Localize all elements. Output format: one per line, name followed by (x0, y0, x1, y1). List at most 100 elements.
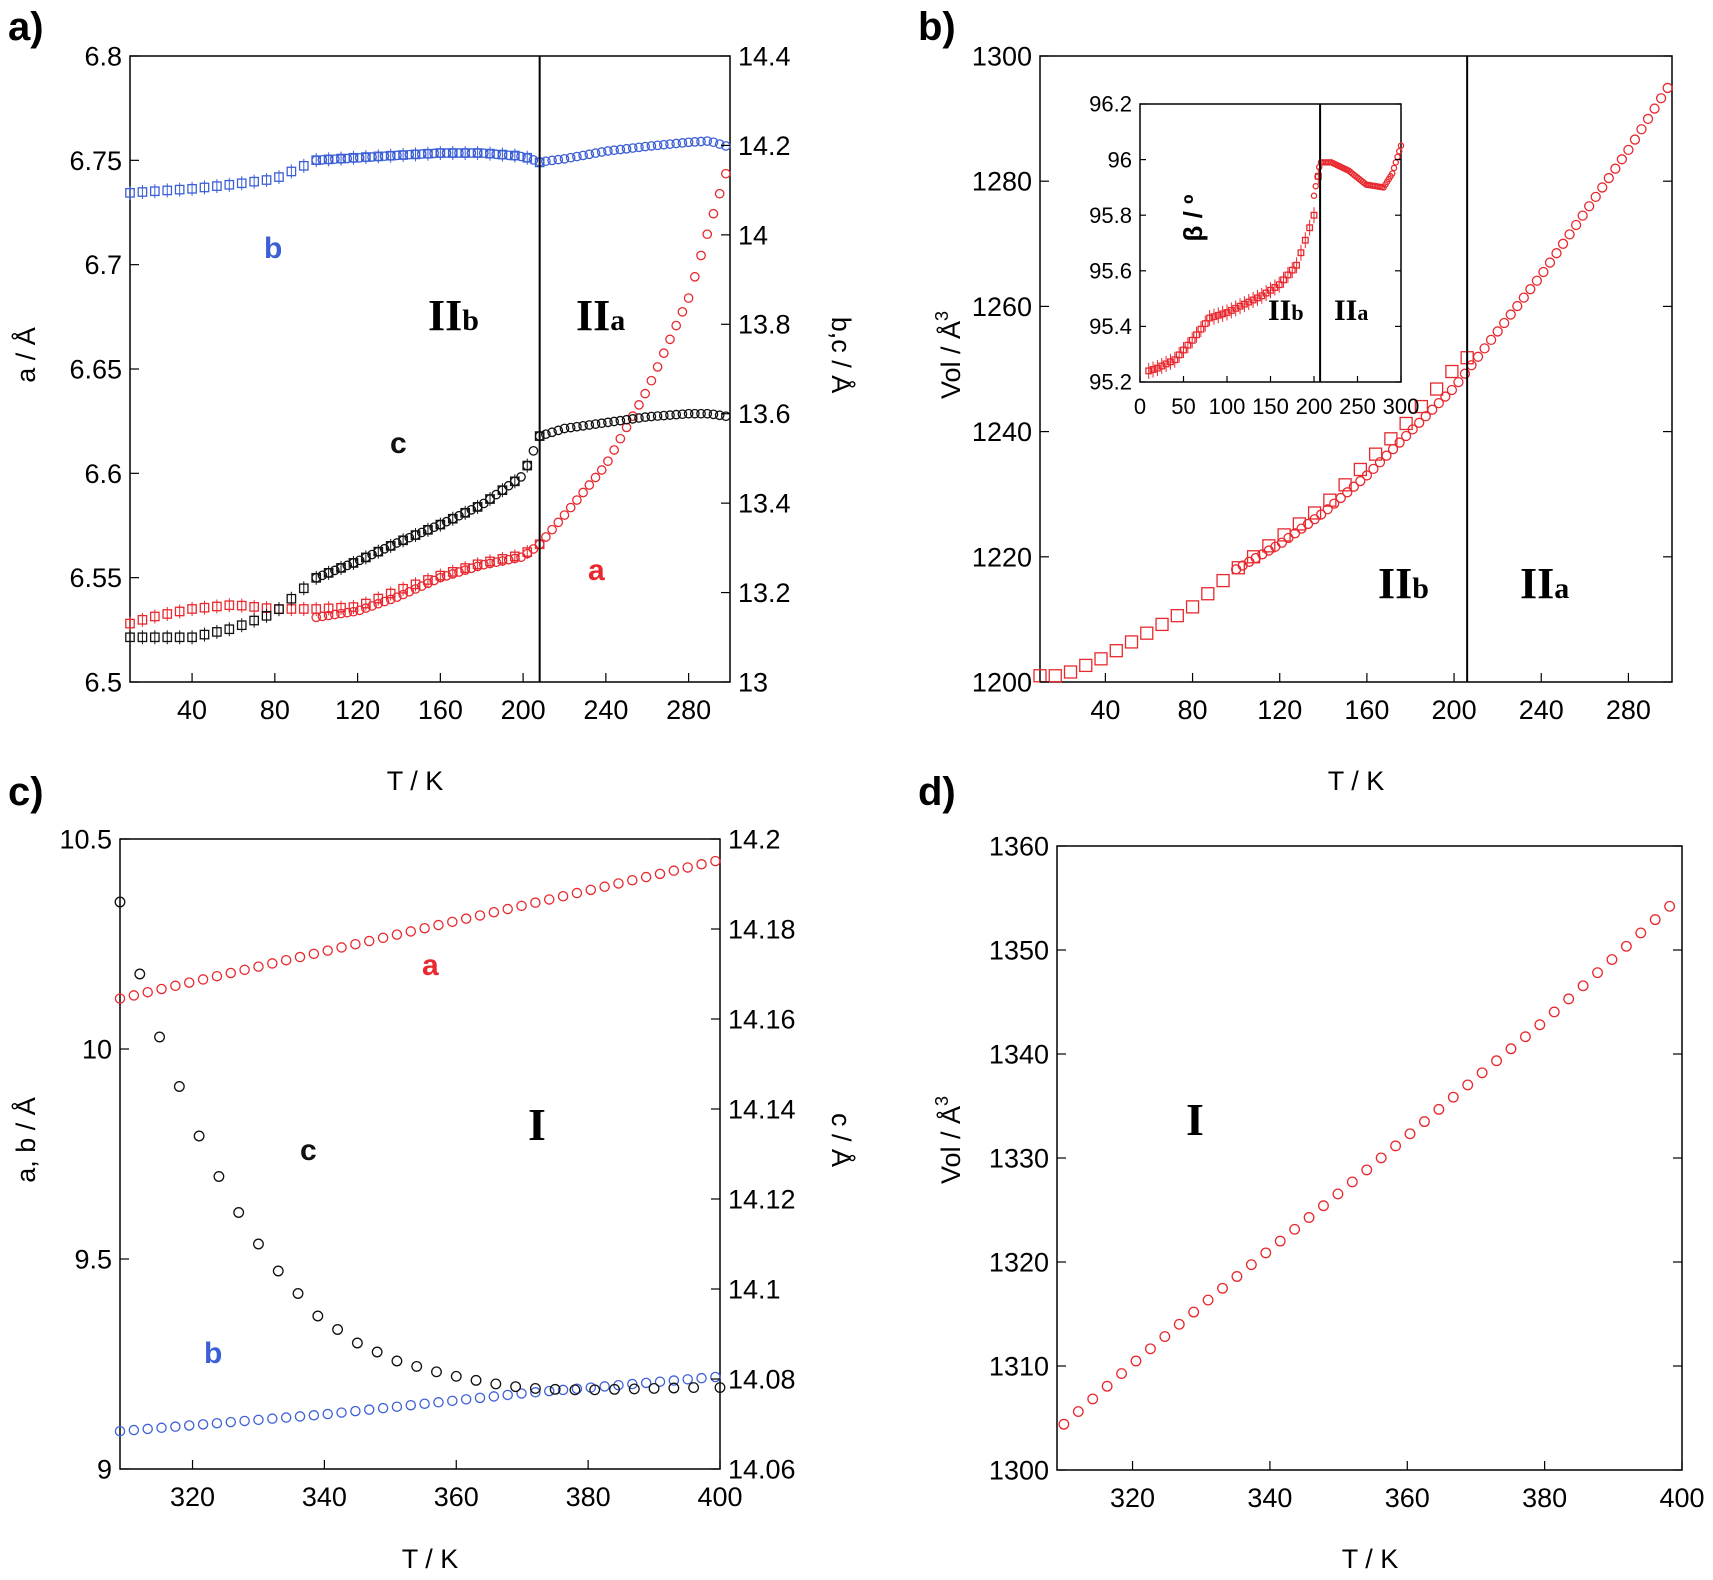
panel-c-c-circle-point (391, 1355, 403, 1367)
panel-c-xtick-label: 360 (434, 1482, 479, 1512)
panel-c-right-ytick-label: 14.06 (728, 1454, 796, 1484)
panel-c-b-circle-point (516, 1388, 527, 1399)
panel-d-region: I (1186, 1094, 1204, 1145)
panel-c-c-circle-point (332, 1324, 344, 1335)
panel-c-b-circle-point (156, 1422, 167, 1434)
panel-b-ytick-label: 1220 (972, 542, 1032, 572)
panel-b-series-circle-point (1662, 82, 1673, 94)
panel-b-series-square-point (1353, 462, 1368, 477)
panel-a-b-circle-point (696, 136, 706, 147)
panel-b-series-circle-point (1512, 300, 1523, 312)
panel-a-b-circle-point (603, 146, 613, 156)
panel-a-region-left-sub: b (462, 304, 479, 337)
panel-a-a-circle-point (609, 445, 619, 455)
panel-c-a-circle-point (599, 881, 610, 892)
panel-b-series-square-point (1292, 517, 1306, 531)
inset-ylabel: β / º (1178, 194, 1208, 242)
panel-b-series-circle-point (1597, 182, 1608, 193)
panel-a-c-circle-point (392, 538, 402, 548)
panel-a-b-circle-point (491, 149, 502, 160)
panel-c-a-circle-point (377, 932, 389, 944)
panel-a-b-circle-point (354, 152, 365, 163)
panel-c-a-circle-point (543, 894, 555, 905)
panel-c-a-circle-point (336, 942, 347, 953)
panel-b-series-square-point (1368, 447, 1383, 461)
panel-a-a-circle-point (416, 581, 427, 591)
panel-a-region-right: IIa (576, 291, 625, 340)
panel-c-b-circle-point (114, 1425, 126, 1437)
inset-ytick-label: 96 (1108, 147, 1132, 172)
panel-c-b-circle-point (280, 1412, 292, 1423)
panel-d-series-circle-point (1433, 1103, 1445, 1115)
panel-c-c-circle-point (134, 968, 146, 980)
panel-d-series-circle-point (1418, 1116, 1430, 1128)
panel-a-a-circle-point (603, 456, 613, 467)
panel-a-c-circle-point (354, 555, 365, 566)
panel-d-series-circle-point (1188, 1306, 1200, 1318)
panel-d-ylabel-main: Vol / Å (935, 1106, 966, 1184)
panel-c-c-circle-point (272, 1265, 284, 1277)
panel-a-a-circle-point (329, 609, 340, 620)
panel-c-a-circle-point (696, 859, 707, 870)
panel-a-c-circle-point (634, 413, 644, 423)
panel-c-c-circle-point (569, 1384, 581, 1396)
panel-c-a-circle-point (391, 929, 403, 940)
panel-a-left-ytick-label: 6.55 (69, 563, 122, 593)
panel-c-c-circle-point (609, 1383, 620, 1395)
panel-d-series-circle-point (1606, 954, 1618, 966)
panel-d-series-circle-point (1563, 993, 1575, 1005)
inset-series-circle-point (1310, 192, 1318, 199)
panel-b-series-circle-point (1642, 113, 1654, 125)
panel-c-b-circle-point (710, 1371, 721, 1383)
panel-b-series-circle-point (1472, 351, 1484, 362)
panel-d-ytick-label: 1320 (989, 1247, 1049, 1277)
panel-d-series-circle-point (1346, 1176, 1358, 1188)
panel-c-b-circle-point (571, 1383, 583, 1395)
panel-c-a-circle-point (613, 878, 624, 889)
panel-d-series-circle-point (1390, 1140, 1402, 1152)
panel-b-xtick-label: 160 (1344, 695, 1389, 725)
panel-c-data-marks (114, 855, 726, 1437)
panel-c-a-circle-point (516, 900, 527, 912)
panel-a-c-circle-point (404, 532, 415, 543)
panel-b-ylabel-main: Vol / Å (935, 321, 966, 399)
panel-a-b-circle-point (329, 154, 340, 165)
panel-b-data-marks (1033, 82, 1673, 683)
panel-a-c-circle-point (615, 415, 626, 426)
panel-c-b-circle-point (696, 1372, 707, 1384)
panel-a-a-circle-point (640, 388, 651, 399)
panel-b-series-circle-point (1414, 417, 1425, 428)
panel-c-a-circle-point (197, 974, 209, 985)
panel-a-c-circle-point (547, 427, 557, 438)
panel-a-label: a) (8, 5, 44, 49)
panel-c-b-circle-point (474, 1392, 486, 1404)
panel-c-c-circle-point (411, 1360, 423, 1372)
panel-c-a-circle-point (170, 980, 181, 992)
panel-a-right-ytick-label: 14.2 (738, 131, 791, 161)
panel-a-a-circle-point (634, 400, 644, 410)
panel-c-b-circle-point (530, 1387, 541, 1398)
panel-b-series-circle-point (1518, 292, 1529, 303)
panel-b-series-circle-point (1577, 210, 1588, 221)
panel-d-series-circle-point (1592, 967, 1603, 979)
panel-c-b-circle-point (197, 1419, 209, 1430)
panel-d-xtick-label: 380 (1522, 1483, 1567, 1513)
inset-xtick-label: 0 (1134, 394, 1146, 419)
panel-d-series-circle-point (1260, 1247, 1272, 1259)
panel-c-a-circle-point (433, 919, 444, 931)
panel-a-region-left: IIb (428, 291, 479, 340)
panel-a-b-circle-point (658, 139, 669, 150)
panel-b-series-square-point (1399, 416, 1413, 431)
panel-a-series-c-label: c (390, 427, 407, 460)
panel-a-b-circle-point (665, 139, 675, 149)
panel-b-region-left-sub: b (1412, 572, 1429, 605)
panel-b-series-square-point (1155, 617, 1169, 632)
panel-b-series-circle-point (1466, 360, 1477, 371)
panel-c-c-circle-point (193, 1130, 205, 1142)
panel-b-ytick-label: 1280 (972, 167, 1032, 197)
panel-c-xtick-label: 380 (566, 1482, 611, 1512)
panel-c-a-circle-point (419, 922, 430, 934)
panel-d-series-circle-point (1202, 1294, 1214, 1306)
panel-b-series-square-point (1384, 432, 1398, 446)
